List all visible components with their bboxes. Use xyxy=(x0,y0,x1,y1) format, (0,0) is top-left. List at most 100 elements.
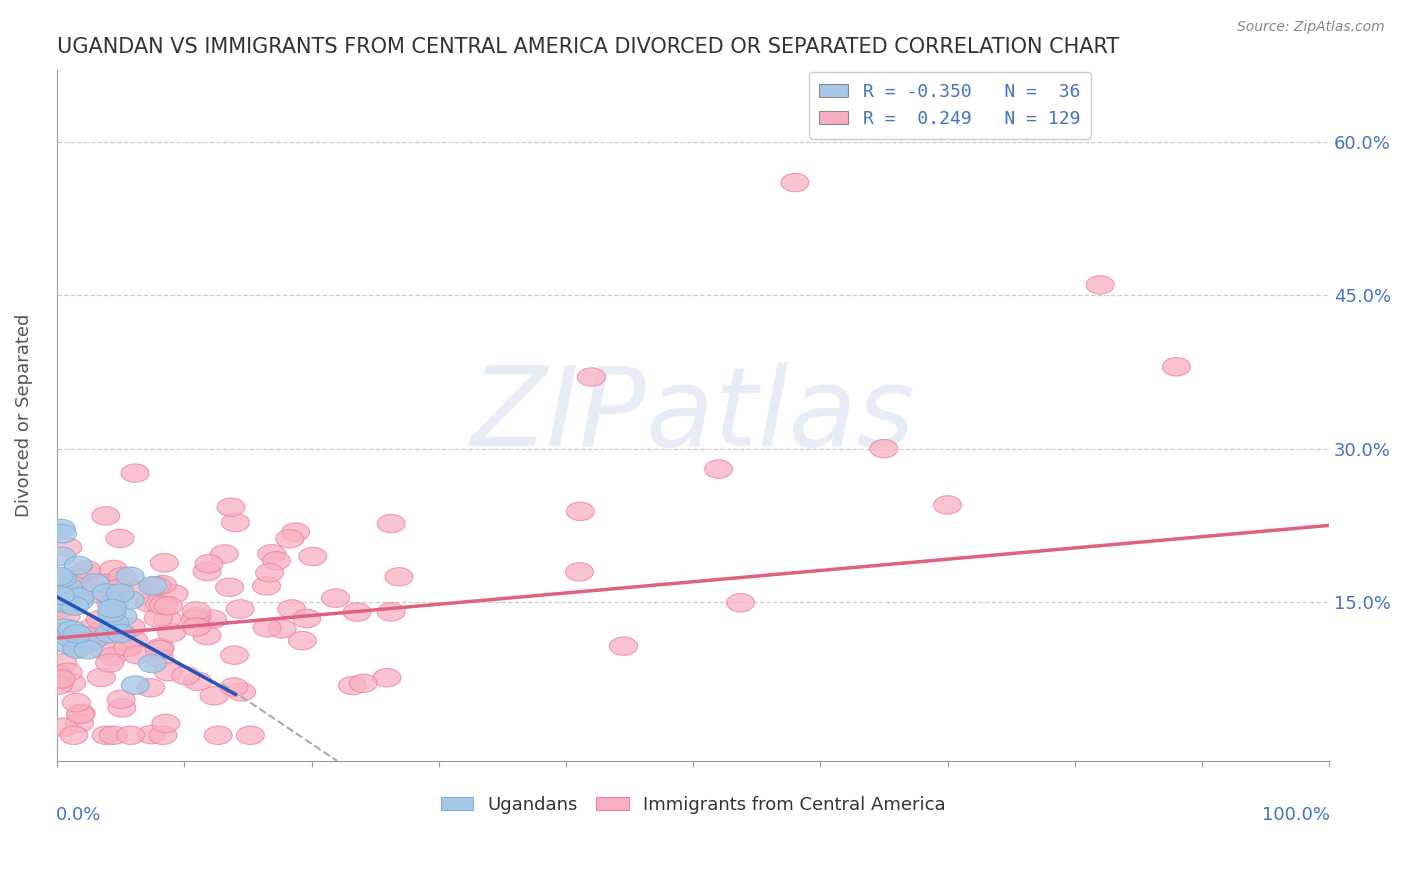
Ellipse shape xyxy=(150,554,179,572)
Ellipse shape xyxy=(183,602,211,620)
Ellipse shape xyxy=(1085,276,1114,294)
Ellipse shape xyxy=(49,654,77,673)
Ellipse shape xyxy=(72,627,100,646)
Ellipse shape xyxy=(138,655,166,673)
Text: 0.0%: 0.0% xyxy=(56,805,101,823)
Ellipse shape xyxy=(269,620,297,638)
Ellipse shape xyxy=(149,726,177,745)
Ellipse shape xyxy=(288,632,316,650)
Text: Source: ZipAtlas.com: Source: ZipAtlas.com xyxy=(1237,20,1385,34)
Ellipse shape xyxy=(139,576,167,595)
Ellipse shape xyxy=(60,597,89,615)
Ellipse shape xyxy=(45,592,73,611)
Ellipse shape xyxy=(67,704,96,723)
Ellipse shape xyxy=(55,578,83,597)
Ellipse shape xyxy=(55,663,82,681)
Ellipse shape xyxy=(65,625,93,644)
Ellipse shape xyxy=(48,519,75,538)
Ellipse shape xyxy=(90,574,118,592)
Ellipse shape xyxy=(49,718,77,737)
Ellipse shape xyxy=(117,591,145,609)
Ellipse shape xyxy=(322,589,350,607)
Ellipse shape xyxy=(253,577,280,595)
Ellipse shape xyxy=(105,529,134,548)
Ellipse shape xyxy=(727,593,755,612)
Ellipse shape xyxy=(45,676,73,694)
Ellipse shape xyxy=(55,628,83,646)
Ellipse shape xyxy=(96,613,124,632)
Ellipse shape xyxy=(136,679,165,697)
Ellipse shape xyxy=(146,649,174,668)
Ellipse shape xyxy=(107,690,135,708)
Ellipse shape xyxy=(45,567,73,585)
Ellipse shape xyxy=(120,630,148,648)
Ellipse shape xyxy=(263,551,291,570)
Ellipse shape xyxy=(93,583,121,602)
Ellipse shape xyxy=(343,603,371,622)
Ellipse shape xyxy=(96,654,124,673)
Ellipse shape xyxy=(65,557,93,574)
Ellipse shape xyxy=(1163,358,1191,376)
Ellipse shape xyxy=(60,639,89,657)
Ellipse shape xyxy=(339,676,367,695)
Ellipse shape xyxy=(114,638,142,657)
Ellipse shape xyxy=(257,545,285,563)
Ellipse shape xyxy=(93,583,120,602)
Text: ZIPatlas: ZIPatlas xyxy=(471,362,915,469)
Ellipse shape xyxy=(155,663,183,681)
Ellipse shape xyxy=(198,610,226,628)
Ellipse shape xyxy=(276,530,304,548)
Ellipse shape xyxy=(62,693,90,712)
Ellipse shape xyxy=(567,502,595,521)
Ellipse shape xyxy=(183,607,211,626)
Ellipse shape xyxy=(77,632,105,650)
Ellipse shape xyxy=(48,670,75,688)
Ellipse shape xyxy=(73,633,101,652)
Ellipse shape xyxy=(58,621,86,640)
Ellipse shape xyxy=(66,591,94,610)
Ellipse shape xyxy=(110,607,136,626)
Ellipse shape xyxy=(172,666,200,685)
Ellipse shape xyxy=(86,610,114,629)
Ellipse shape xyxy=(89,626,117,645)
Ellipse shape xyxy=(145,609,172,627)
Ellipse shape xyxy=(377,515,405,533)
Ellipse shape xyxy=(219,678,247,696)
Legend: Ugandans, Immigrants from Central America: Ugandans, Immigrants from Central Americ… xyxy=(433,789,953,821)
Ellipse shape xyxy=(153,610,181,628)
Ellipse shape xyxy=(66,706,94,723)
Ellipse shape xyxy=(385,567,413,586)
Ellipse shape xyxy=(73,565,100,582)
Ellipse shape xyxy=(934,496,962,514)
Ellipse shape xyxy=(63,640,91,658)
Text: UGANDAN VS IMMIGRANTS FROM CENTRAL AMERICA DIVORCED OR SEPARATED CORRELATION CHA: UGANDAN VS IMMIGRANTS FROM CENTRAL AMERI… xyxy=(58,37,1119,57)
Ellipse shape xyxy=(160,584,188,603)
Ellipse shape xyxy=(299,548,326,566)
Ellipse shape xyxy=(349,674,377,692)
Ellipse shape xyxy=(200,687,228,705)
Ellipse shape xyxy=(97,593,125,612)
Ellipse shape xyxy=(195,555,222,573)
Ellipse shape xyxy=(97,604,125,622)
Ellipse shape xyxy=(87,668,115,687)
Ellipse shape xyxy=(117,567,145,585)
Ellipse shape xyxy=(55,588,83,607)
Ellipse shape xyxy=(117,617,145,636)
Ellipse shape xyxy=(565,563,593,581)
Ellipse shape xyxy=(98,599,127,617)
Ellipse shape xyxy=(63,624,91,643)
Ellipse shape xyxy=(121,676,149,694)
Ellipse shape xyxy=(52,595,80,613)
Ellipse shape xyxy=(125,581,153,599)
Ellipse shape xyxy=(278,599,305,618)
Ellipse shape xyxy=(136,725,165,744)
Ellipse shape xyxy=(124,646,152,664)
Ellipse shape xyxy=(53,589,82,607)
Ellipse shape xyxy=(226,599,254,618)
Ellipse shape xyxy=(90,640,118,659)
Ellipse shape xyxy=(100,726,127,745)
Ellipse shape xyxy=(157,624,186,642)
Ellipse shape xyxy=(98,648,127,665)
Ellipse shape xyxy=(105,578,134,596)
Ellipse shape xyxy=(108,624,136,643)
